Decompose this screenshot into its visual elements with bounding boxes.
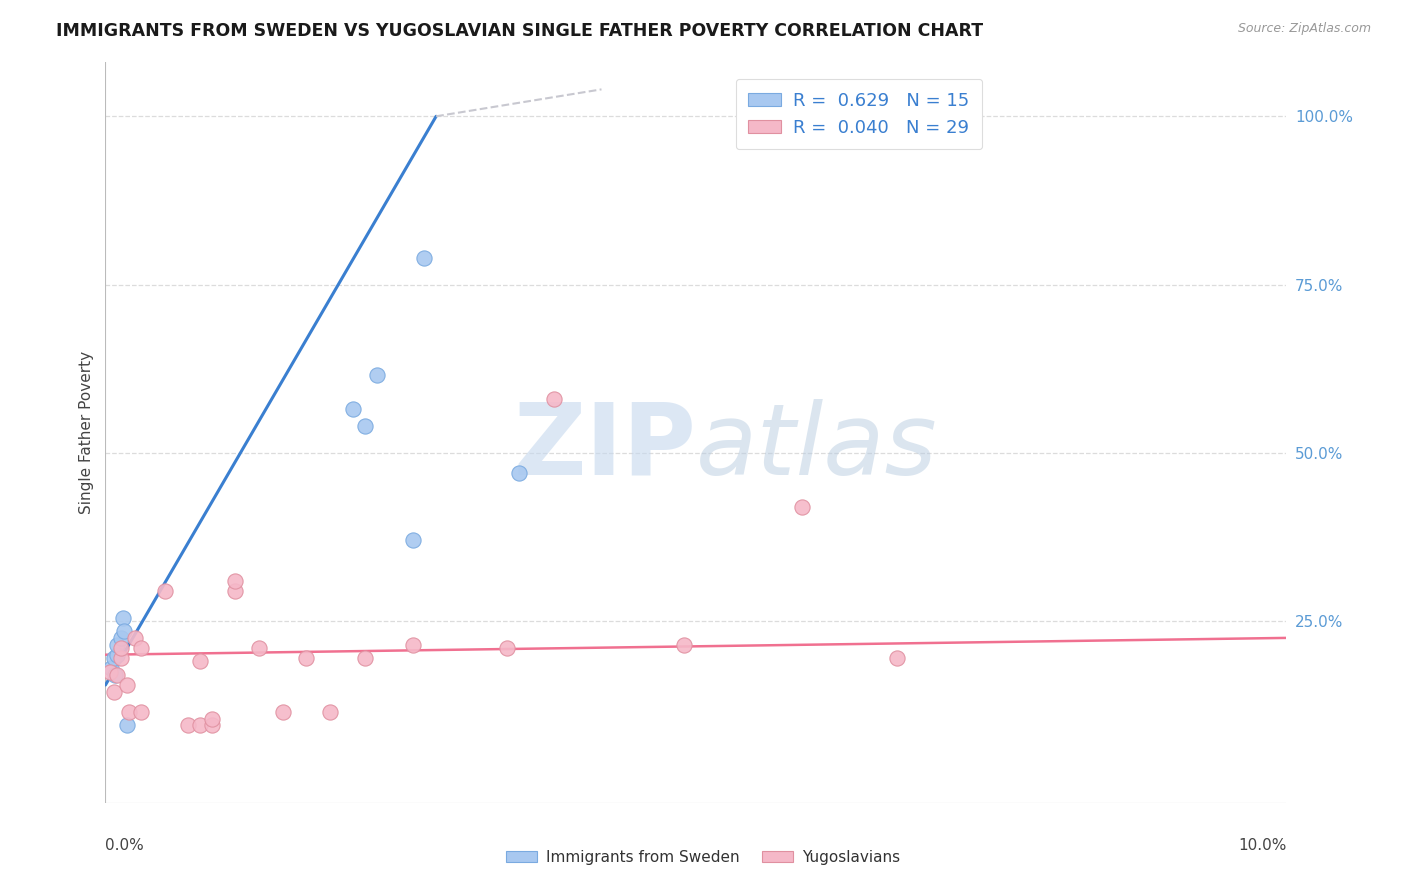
Point bbox=[129, 705, 152, 719]
Point bbox=[110, 651, 132, 665]
Point bbox=[247, 640, 270, 655]
Point bbox=[104, 668, 127, 682]
Point bbox=[177, 718, 200, 732]
Point bbox=[401, 533, 423, 548]
Point bbox=[188, 655, 211, 669]
Point bbox=[105, 638, 128, 652]
Text: atlas: atlas bbox=[696, 399, 938, 496]
Text: ZIP: ZIP bbox=[513, 399, 696, 496]
Point bbox=[224, 583, 246, 598]
Point bbox=[886, 651, 908, 665]
Legend: Immigrants from Sweden, Yugoslavians: Immigrants from Sweden, Yugoslavians bbox=[501, 844, 905, 871]
Point bbox=[118, 705, 141, 719]
Text: 10.0%: 10.0% bbox=[1239, 838, 1286, 854]
Point bbox=[496, 640, 519, 655]
Point bbox=[224, 574, 246, 588]
Point bbox=[98, 665, 121, 679]
Point bbox=[115, 678, 138, 692]
Point bbox=[110, 640, 132, 655]
Legend: R =  0.629   N = 15, R =  0.040   N = 29: R = 0.629 N = 15, R = 0.040 N = 29 bbox=[735, 78, 983, 149]
Text: Source: ZipAtlas.com: Source: ZipAtlas.com bbox=[1237, 22, 1371, 36]
Point bbox=[413, 251, 436, 265]
Point bbox=[354, 418, 377, 433]
Point bbox=[342, 402, 364, 417]
Point bbox=[366, 368, 388, 383]
Point bbox=[792, 500, 814, 514]
Point bbox=[103, 685, 125, 699]
Point bbox=[271, 705, 294, 719]
Point bbox=[153, 583, 176, 598]
Point bbox=[319, 705, 342, 719]
Text: 0.0%: 0.0% bbox=[105, 838, 145, 854]
Point bbox=[103, 651, 125, 665]
Point bbox=[401, 638, 423, 652]
Point bbox=[112, 611, 135, 625]
Point bbox=[188, 718, 211, 732]
Point bbox=[295, 651, 318, 665]
Point bbox=[543, 392, 565, 406]
Point bbox=[201, 712, 224, 726]
Point bbox=[673, 638, 696, 652]
Point bbox=[129, 640, 152, 655]
Point bbox=[124, 631, 146, 645]
Text: IMMIGRANTS FROM SWEDEN VS YUGOSLAVIAN SINGLE FATHER POVERTY CORRELATION CHART: IMMIGRANTS FROM SWEDEN VS YUGOSLAVIAN SI… bbox=[56, 22, 983, 40]
Point bbox=[112, 624, 135, 639]
Point bbox=[105, 668, 128, 682]
Point bbox=[201, 718, 224, 732]
Point bbox=[115, 718, 138, 732]
Point bbox=[110, 631, 132, 645]
Point bbox=[354, 651, 377, 665]
Point bbox=[508, 466, 530, 480]
Point bbox=[105, 648, 128, 662]
Point bbox=[100, 661, 122, 675]
Y-axis label: Single Father Poverty: Single Father Poverty bbox=[79, 351, 94, 514]
